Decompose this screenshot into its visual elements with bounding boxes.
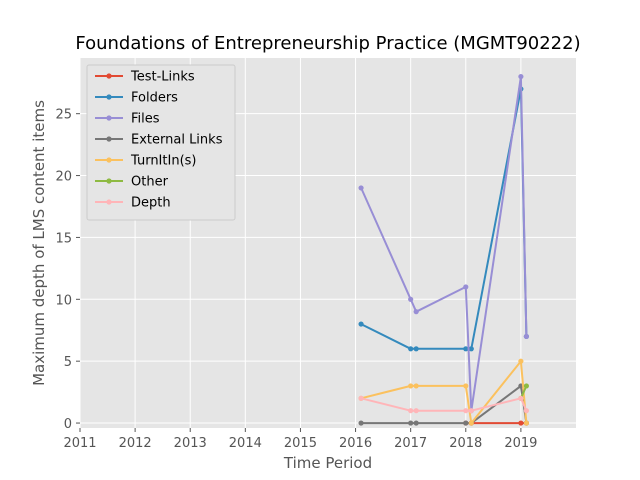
x-axis-label: Time Period	[283, 454, 372, 472]
legend-item: Test-Links	[95, 70, 195, 85]
y-axis-ticks: 0 5 10 15 20 25	[55, 108, 80, 432]
legend-label: Folders	[131, 91, 178, 106]
legend-item: Other	[95, 175, 169, 190]
data-point	[408, 346, 414, 352]
x-tick-label: 2018	[449, 436, 482, 451]
y-tick-label: 0	[64, 417, 72, 432]
x-tick-label: 2012	[119, 436, 152, 451]
y-tick-label: 20	[55, 170, 72, 185]
legend-marker	[106, 178, 112, 184]
legend-marker	[106, 73, 112, 79]
legend-item: External Links	[95, 133, 223, 148]
legend-marker	[106, 136, 112, 142]
x-tick-label: 2014	[229, 436, 262, 451]
series-layer	[358, 73, 530, 426]
data-point	[358, 185, 364, 191]
data-point	[413, 420, 419, 426]
data-point	[463, 408, 469, 414]
x-tick-label: 2015	[284, 436, 317, 451]
x-tick-label: 2019	[504, 436, 537, 451]
legend-label: Test-Links	[130, 70, 195, 85]
legend-marker	[106, 199, 112, 205]
x-tick-label: 2011	[63, 436, 96, 451]
x-tick-label: 2017	[394, 436, 427, 451]
y-axis-label: Maximum depth of LMS content items	[30, 100, 48, 386]
data-point	[408, 420, 414, 426]
legend-label: External Links	[131, 133, 223, 148]
series-depth	[358, 395, 530, 414]
data-point	[413, 346, 419, 352]
legend-label: Other	[131, 175, 169, 190]
y-tick-label: 10	[55, 293, 72, 308]
data-point	[523, 408, 530, 414]
legend-item: Folders	[95, 91, 178, 106]
legend-item: Files	[95, 112, 160, 127]
data-point	[358, 395, 364, 401]
data-point	[408, 408, 414, 414]
chart-title: Foundations of Entrepreneurship Practice…	[75, 33, 580, 54]
data-point	[523, 383, 530, 389]
data-point	[523, 420, 530, 426]
legend-box	[86, 64, 236, 221]
data-point	[463, 420, 469, 426]
legend-label: Files	[131, 112, 160, 127]
data-point	[518, 73, 524, 80]
data-point	[468, 408, 474, 414]
legend-marker	[106, 94, 112, 100]
data-point	[518, 395, 524, 401]
data-point	[463, 346, 469, 352]
legend-item: Depth	[95, 196, 171, 211]
legend-item: TurnItIn(s)	[95, 154, 196, 169]
y-tick-label: 25	[55, 108, 72, 123]
x-tick-label: 2016	[339, 436, 372, 451]
data-point	[358, 321, 364, 327]
legend-marker	[106, 115, 112, 121]
y-tick-label: 15	[55, 231, 72, 246]
legend-label: Depth	[131, 196, 171, 211]
legend-label: TurnItIn(s)	[130, 154, 196, 169]
data-point	[358, 420, 364, 426]
grid-lines	[79, 58, 576, 428]
data-point	[468, 346, 474, 352]
data-point	[523, 333, 530, 340]
data-point	[408, 296, 414, 302]
data-point	[413, 383, 419, 389]
data-point	[463, 383, 469, 389]
data-point	[463, 284, 469, 290]
x-tick-label: 2013	[174, 436, 207, 451]
y-tick-label: 5	[64, 355, 72, 370]
data-point	[413, 309, 419, 315]
data-point	[518, 420, 524, 426]
data-point	[468, 420, 474, 426]
data-point	[518, 358, 524, 364]
data-point	[408, 383, 414, 389]
x-axis-ticks: 2011 2012 2013 2014 2015 2016 2017 2018 2019	[63, 428, 537, 451]
legend: Test-Links Folders Files External Links Turn…	[86, 64, 236, 221]
data-point	[413, 408, 419, 414]
legend-marker	[106, 157, 112, 163]
